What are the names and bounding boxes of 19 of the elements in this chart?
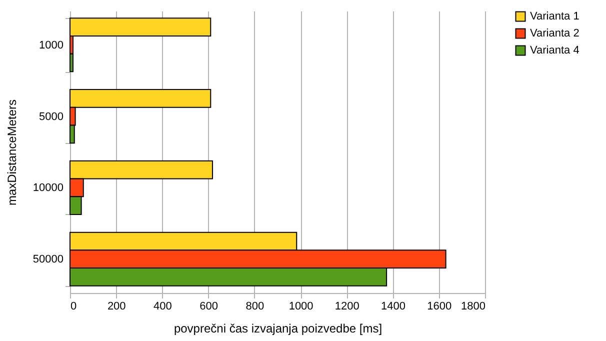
- x-tick-label: 1800: [461, 300, 486, 312]
- y-tick-label: 50000: [32, 254, 64, 266]
- legend-label: Varianta 2: [530, 28, 580, 40]
- x-tick-label: 400: [154, 300, 172, 312]
- y-axis-title: maxDistanceMeters: [4, 99, 19, 206]
- y-tick-label: 10000: [32, 182, 64, 194]
- x-tick-label: 1000: [288, 300, 314, 312]
- y-tick-label: 5000: [39, 110, 64, 123]
- y-tick-label: 1000: [39, 39, 64, 52]
- x-tick-label: 1600: [427, 300, 452, 312]
- x-tick-label: 0: [70, 300, 77, 312]
- x-tick-label: 800: [246, 300, 264, 312]
- x-tick-label: 600: [200, 300, 218, 312]
- legend-label: Varianta 4: [530, 44, 580, 56]
- x-axis-title: povprečni čas izvajanja poizvedbe [ms]: [174, 322, 382, 336]
- legend-label: Varianta 1: [530, 10, 580, 22]
- x-tick-label: 200: [107, 300, 126, 312]
- x-tick-label: 1200: [334, 300, 360, 312]
- x-tick-label: 1400: [381, 300, 406, 312]
